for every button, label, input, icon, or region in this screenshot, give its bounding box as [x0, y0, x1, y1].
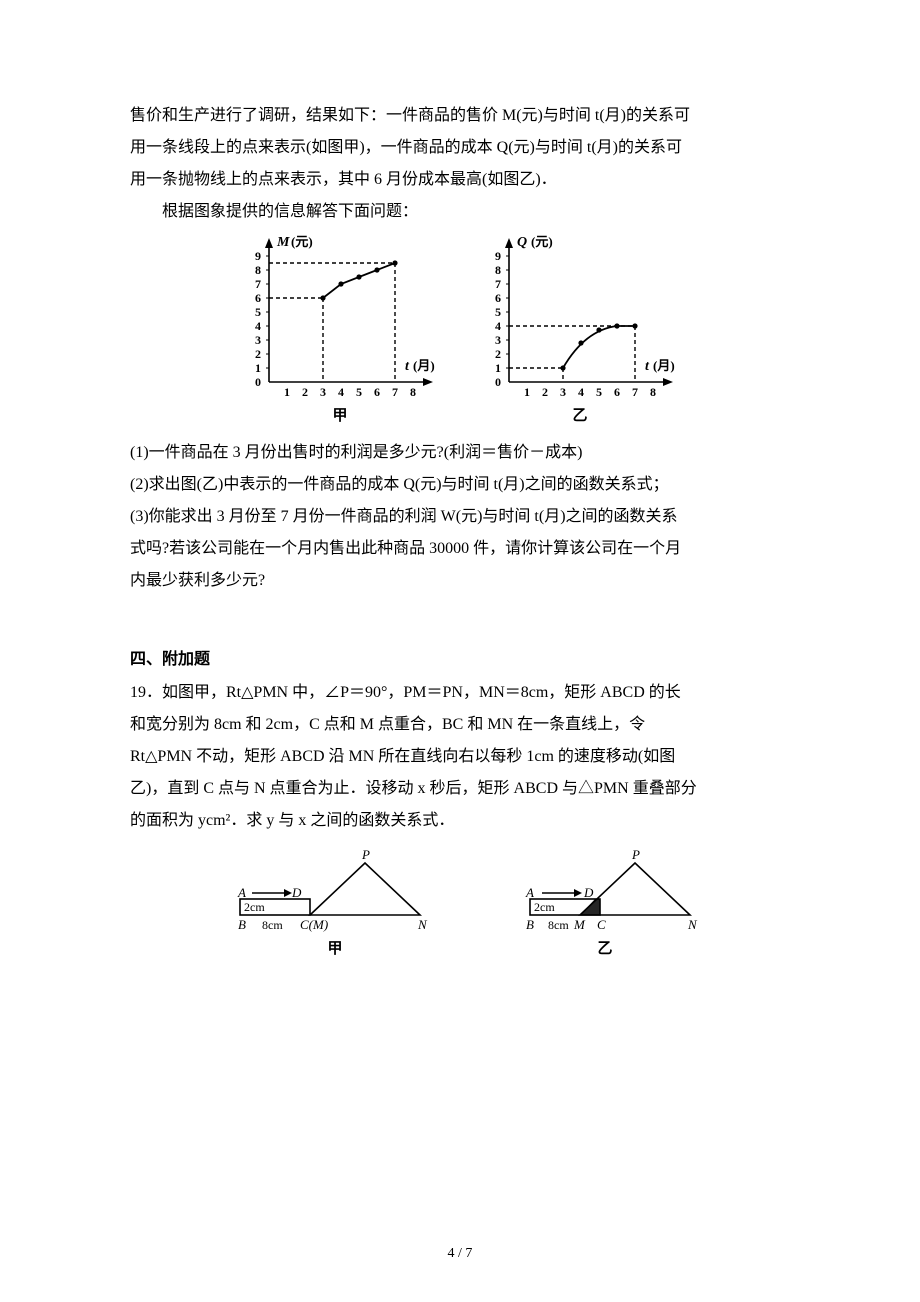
section-4-title: 四、附加题	[130, 645, 790, 669]
svg-text:6: 6	[255, 291, 261, 305]
fig-left: A D B C(M) N P 2cm 8cm	[230, 845, 440, 935]
svg-text:8: 8	[410, 385, 416, 399]
svg-text:D: D	[583, 885, 594, 900]
svg-text:P: P	[631, 847, 640, 862]
intro-line-2: 用一条线段上的点来表示(如图甲)，一件商品的成本 Q(元)与时间 t(月)的关系…	[130, 132, 790, 164]
charts-row: 0 1 2 3 4 5 6 7 8 9 1 2 3 4 5 6	[130, 232, 790, 425]
page-number: 4 / 7	[0, 1246, 920, 1262]
svg-text:D: D	[291, 885, 302, 900]
svg-text:7: 7	[495, 277, 501, 291]
svg-text:(元): (元)	[531, 234, 553, 249]
svg-text:M: M	[276, 235, 290, 250]
svg-text:0: 0	[495, 375, 501, 389]
q19-l1: 19．如图甲，Rt△PMN 中，∠P＝90°，PM＝PN，MN＝8cm，矩形 A…	[130, 677, 790, 709]
svg-text:4: 4	[578, 385, 584, 399]
svg-text:7: 7	[632, 385, 638, 399]
q19-l3: Rt△PMN 不动，矩形 ABCD 沿 MN 所在直线向右以每秒 1cm 的速度…	[130, 741, 790, 773]
svg-text:4: 4	[338, 385, 344, 399]
q18-3c: 内最少获利多少元?	[130, 565, 790, 597]
svg-text:7: 7	[255, 277, 261, 291]
page-number-text: 4 / 7	[448, 1246, 473, 1261]
svg-text:N: N	[687, 917, 698, 932]
svg-text:2: 2	[542, 385, 548, 399]
svg-text:8cm: 8cm	[262, 918, 283, 932]
svg-text:3: 3	[560, 385, 566, 399]
chart-left: 0 1 2 3 4 5 6 7 8 9 1 2 3 4 5 6	[235, 232, 445, 402]
svg-text:1: 1	[524, 385, 530, 399]
svg-text:1: 1	[284, 385, 290, 399]
q18-2: (2)求出图(乙)中表示的一件商品的成本 Q(元)与时间 t(月)之间的函数关系…	[130, 469, 790, 501]
svg-text:6: 6	[614, 385, 620, 399]
fig-right-block: A D B M C N P 2cm 8cm 乙	[500, 845, 710, 958]
svg-text:(月): (月)	[653, 358, 675, 373]
chart-left-block: 0 1 2 3 4 5 6 7 8 9 1 2 3 4 5 6	[235, 232, 445, 425]
chart-right-caption: 乙	[572, 404, 587, 425]
svg-text:2cm: 2cm	[534, 900, 555, 914]
intro-line-3: 用一条抛物线上的点来表示，其中 6 月份成本最高(如图乙)．	[130, 164, 790, 196]
svg-text:2cm: 2cm	[244, 900, 265, 914]
svg-text:N: N	[417, 917, 428, 932]
svg-text:3: 3	[255, 333, 261, 347]
svg-text:4: 4	[495, 319, 501, 333]
svg-text:9: 9	[255, 249, 261, 263]
svg-text:Q: Q	[517, 235, 527, 250]
q18-3b: 式吗?若该公司能在一个月内售出此种商品 30000 件，请你计算该公司在一个月	[130, 533, 790, 565]
svg-text:(元): (元)	[291, 234, 313, 249]
svg-text:8: 8	[255, 263, 261, 277]
svg-text:8cm: 8cm	[548, 918, 569, 932]
svg-text:A: A	[525, 885, 534, 900]
svg-text:M: M	[573, 917, 586, 932]
q19-l5: 的面积为 ycm²．求 y 与 x 之间的函数关系式．	[130, 805, 790, 837]
svg-text:6: 6	[495, 291, 501, 305]
svg-text:P: P	[361, 847, 370, 862]
svg-text:2: 2	[255, 347, 261, 361]
chart-left-caption: 甲	[332, 404, 347, 425]
fig-right: A D B M C N P 2cm 8cm	[500, 845, 710, 935]
svg-text:4: 4	[255, 319, 261, 333]
q18-1: (1)一件商品在 3 月份出售时的利润是多少元?(利润＝售价－成本)	[130, 437, 790, 469]
svg-text:5: 5	[596, 385, 602, 399]
q19-l2: 和宽分别为 8cm 和 2cm，C 点和 M 点重合，BC 和 MN 在一条直线…	[130, 709, 790, 741]
chart-right-block: 0 1 2 3 4 5 6 7 8 9 1 2 3 4 5 6 7	[475, 232, 685, 425]
fig-left-caption: 甲	[327, 937, 342, 958]
svg-text:2: 2	[302, 385, 308, 399]
svg-text:C: C	[597, 917, 606, 932]
svg-text:3: 3	[320, 385, 326, 399]
svg-text:1: 1	[255, 361, 261, 375]
page: { "intro": { "l1": "售价和生产进行了调研，结果如下：一件商品…	[0, 0, 920, 1302]
svg-text:5: 5	[255, 305, 261, 319]
svg-text:t: t	[405, 359, 410, 374]
svg-text:9: 9	[495, 249, 501, 263]
svg-text:1: 1	[495, 361, 501, 375]
svg-text:2: 2	[495, 347, 501, 361]
svg-text:6: 6	[374, 385, 380, 399]
svg-text:B: B	[526, 917, 534, 932]
q19-l4: 乙)，直到 C 点与 N 点重合为止．设移动 x 秒后，矩形 ABCD 与△PM…	[130, 773, 790, 805]
intro-line-1: 售价和生产进行了调研，结果如下：一件商品的售价 M(元)与时间 t(月)的关系可	[130, 100, 790, 132]
svg-text:C(M): C(M)	[300, 917, 328, 932]
svg-text:5: 5	[356, 385, 362, 399]
chart-right: 0 1 2 3 4 5 6 7 8 9 1 2 3 4 5 6 7	[475, 232, 685, 402]
svg-text:7: 7	[392, 385, 398, 399]
svg-text:t: t	[645, 359, 650, 374]
fig-left-block: A D B C(M) N P 2cm 8cm 甲	[230, 845, 440, 958]
figs-row: A D B C(M) N P 2cm 8cm 甲 A D B M	[150, 845, 790, 958]
svg-text:5: 5	[495, 305, 501, 319]
svg-text:3: 3	[495, 333, 501, 347]
svg-text:(月): (月)	[413, 358, 435, 373]
svg-text:8: 8	[495, 263, 501, 277]
svg-text:A: A	[237, 885, 246, 900]
intro-line-4: 根据图象提供的信息解答下面问题：	[130, 196, 790, 228]
svg-text:0: 0	[255, 375, 261, 389]
fig-right-caption: 乙	[597, 937, 612, 958]
svg-text:8: 8	[650, 385, 656, 399]
q18-3a: (3)你能求出 3 月份至 7 月份一件商品的利润 W(元)与时间 t(月)之间…	[130, 501, 790, 533]
svg-text:B: B	[238, 917, 246, 932]
